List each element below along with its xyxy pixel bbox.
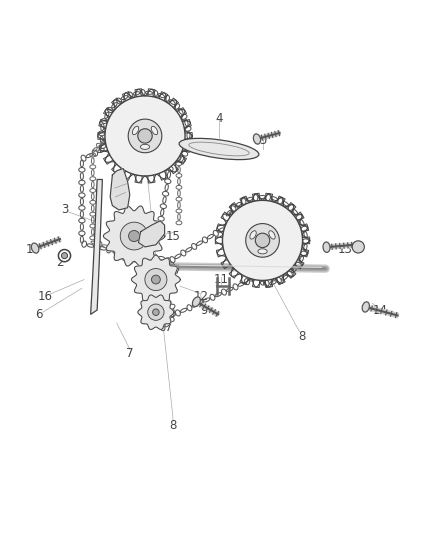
Circle shape (145, 269, 167, 290)
Ellipse shape (192, 297, 201, 306)
Circle shape (61, 253, 67, 259)
Circle shape (152, 309, 159, 316)
Text: 7: 7 (165, 321, 173, 334)
Text: 1: 1 (26, 243, 33, 256)
Ellipse shape (151, 126, 158, 135)
Text: 8: 8 (170, 419, 177, 432)
Ellipse shape (32, 243, 39, 253)
Text: 13: 13 (338, 243, 353, 256)
Circle shape (246, 223, 279, 257)
Polygon shape (110, 168, 130, 210)
Circle shape (152, 275, 160, 284)
Text: 9: 9 (200, 303, 208, 317)
Ellipse shape (323, 242, 330, 253)
Text: 10: 10 (253, 264, 268, 277)
Circle shape (120, 222, 148, 250)
Polygon shape (103, 206, 165, 266)
Circle shape (58, 249, 71, 262)
Text: 8: 8 (298, 329, 305, 343)
Text: 2: 2 (57, 256, 64, 269)
Circle shape (352, 241, 364, 253)
Circle shape (138, 129, 152, 143)
Ellipse shape (362, 302, 369, 312)
Ellipse shape (132, 126, 139, 135)
Circle shape (148, 304, 164, 320)
Text: 5: 5 (259, 134, 266, 147)
Ellipse shape (141, 144, 150, 149)
Text: 6: 6 (35, 308, 42, 321)
Circle shape (129, 230, 140, 241)
Text: 11: 11 (214, 273, 229, 286)
Circle shape (105, 96, 185, 176)
Ellipse shape (250, 231, 256, 239)
Polygon shape (138, 295, 174, 329)
Text: 4: 4 (215, 112, 223, 125)
Text: 16: 16 (37, 290, 53, 303)
Polygon shape (138, 221, 165, 247)
Ellipse shape (179, 139, 259, 160)
Circle shape (255, 233, 270, 248)
Polygon shape (131, 255, 180, 304)
Text: 14: 14 (373, 303, 388, 317)
Ellipse shape (253, 134, 261, 144)
Ellipse shape (269, 231, 275, 239)
Text: 12: 12 (194, 290, 209, 303)
Text: 7: 7 (126, 347, 134, 360)
Ellipse shape (258, 249, 267, 254)
Text: 3: 3 (61, 204, 68, 216)
Circle shape (223, 200, 303, 280)
Text: 15: 15 (166, 230, 181, 243)
Polygon shape (91, 180, 102, 314)
Circle shape (128, 119, 162, 153)
